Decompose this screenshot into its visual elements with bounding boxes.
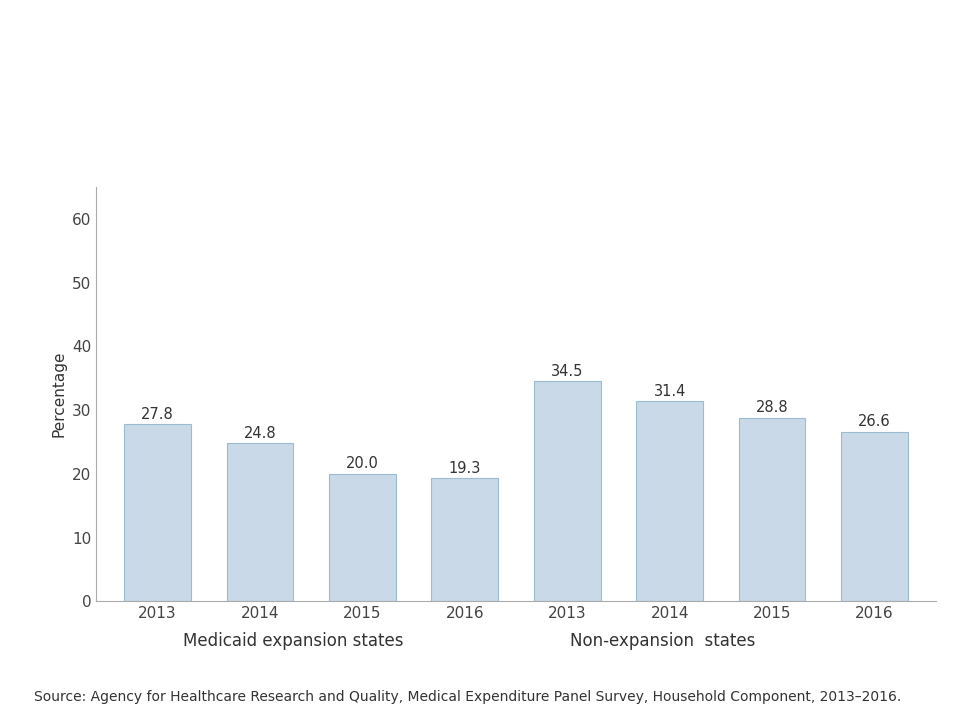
Bar	[227, 444, 293, 601]
Bar	[534, 382, 601, 601]
Bar	[636, 401, 703, 601]
Text: Figure 3. Percentage of non-elderly adults, ages 18–64, who
were ever uninsured : Figure 3. Percentage of non-elderly adul…	[47, 31, 779, 105]
Bar	[841, 432, 908, 601]
Text: 24.8: 24.8	[244, 426, 276, 441]
Text: Medicaid expansion states: Medicaid expansion states	[182, 632, 403, 650]
Bar	[739, 418, 805, 601]
Bar	[431, 478, 498, 601]
Text: 34.5: 34.5	[551, 364, 584, 379]
Text: 28.8: 28.8	[756, 400, 788, 415]
Text: Source: Agency for Healthcare Research and Quality, Medical Expenditure Panel Su: Source: Agency for Healthcare Research a…	[34, 690, 900, 704]
Bar	[124, 424, 191, 601]
Ellipse shape	[874, 14, 960, 325]
Bar	[329, 474, 396, 601]
Text: 26.6: 26.6	[858, 414, 891, 429]
Text: 19.3: 19.3	[448, 461, 481, 476]
Text: 31.4: 31.4	[654, 384, 685, 399]
Text: Non-expansion  states: Non-expansion states	[569, 632, 756, 650]
Text: 27.8: 27.8	[141, 407, 174, 422]
Y-axis label: Percentage: Percentage	[51, 351, 66, 438]
Text: 20.0: 20.0	[346, 456, 379, 472]
